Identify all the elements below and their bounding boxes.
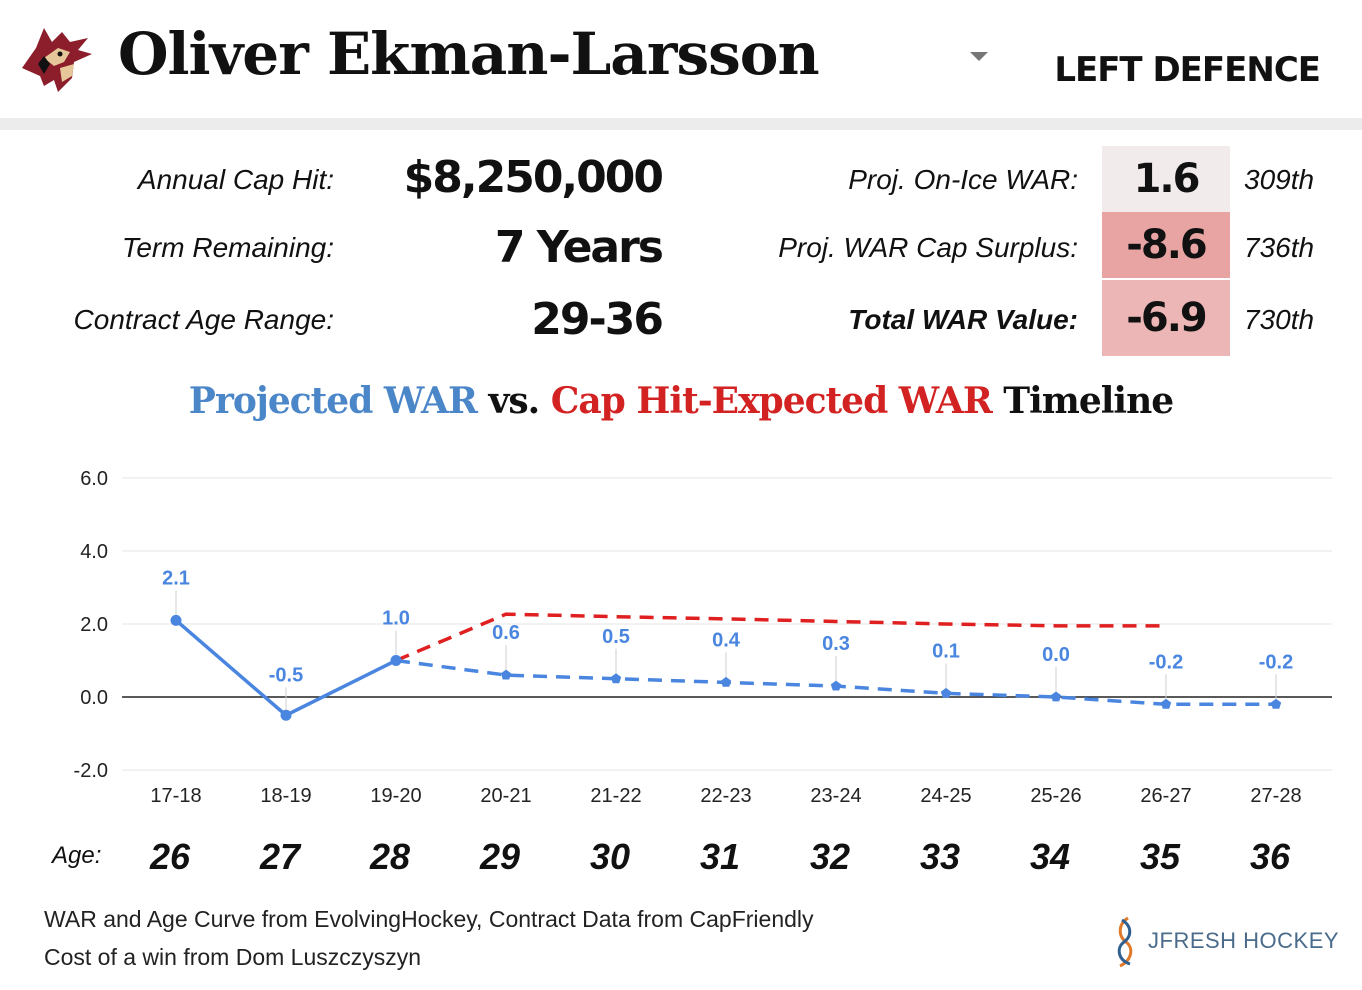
total-war-rank: 730th xyxy=(1244,304,1315,335)
data-point xyxy=(1270,698,1282,709)
age-value: 27 xyxy=(259,836,301,877)
data-point xyxy=(940,687,952,698)
x-tick-label: 27-28 xyxy=(1250,785,1301,807)
x-tick-label: 26-27 xyxy=(1140,785,1191,807)
chart-title-expected: Cap Hit-Expected WAR xyxy=(550,380,993,422)
x-tick-label: 24-25 xyxy=(920,785,971,807)
cap-surplus-label: Proj. WAR Cap Surplus: xyxy=(778,232,1078,263)
cap-hit-value: $8,250,000 xyxy=(403,152,664,203)
data-label: 0.0 xyxy=(1042,644,1070,666)
data-point xyxy=(280,709,292,721)
header-divider xyxy=(0,118,1362,130)
x-tick-label: 18-19 xyxy=(260,785,311,807)
age-value: 36 xyxy=(1249,836,1291,877)
age-value: 33 xyxy=(919,836,961,877)
data-label: 0.4 xyxy=(712,629,741,651)
war-timeline-chart: 6.0 4.0 2.0 0.0 -2.0 17-18 18-19 19-20 20-21 21-2… xyxy=(74,468,1332,807)
proj-war-label: Proj. On-Ice WAR: xyxy=(848,164,1078,195)
cap-hit-label: Annual Cap Hit: xyxy=(137,164,334,195)
data-label: 1.0 xyxy=(382,608,410,630)
data-label: 0.3 xyxy=(822,633,850,655)
x-tick-label: 23-24 xyxy=(810,785,861,807)
x-tick-label: 21-22 xyxy=(590,785,641,807)
position-label: LEFT DEFENCE xyxy=(1054,50,1321,90)
total-war-label: Total WAR Value: xyxy=(848,304,1078,335)
y-tick-label: 0.0 xyxy=(80,687,108,709)
age-value: 30 xyxy=(589,836,631,877)
data-point xyxy=(720,676,732,687)
age-value: 29 xyxy=(479,836,521,877)
term-value: 7 Years xyxy=(494,222,664,273)
term-label: Term Remaining: xyxy=(121,232,334,263)
y-tick-label: 4.0 xyxy=(80,541,108,563)
cap-surplus-value: -8.6 xyxy=(1102,212,1230,278)
caret-down-icon[interactable] xyxy=(970,52,988,61)
coyote-head-icon xyxy=(22,28,92,92)
data-point xyxy=(1160,698,1172,709)
header xyxy=(0,0,1362,118)
age-value: 34 xyxy=(1029,836,1071,877)
data-label: -0.2 xyxy=(1259,651,1293,673)
age-value: 32 xyxy=(809,836,851,877)
proj-war-value: 1.6 xyxy=(1102,146,1230,212)
y-tick-label: -2.0 xyxy=(74,760,108,782)
chart-title-projected: Projected WAR xyxy=(188,380,478,422)
age-value: 35 xyxy=(1139,836,1181,877)
expected-war-line xyxy=(395,612,1166,663)
chart-title-vs: vs. xyxy=(476,380,551,422)
x-tick-label: 22-23 xyxy=(700,785,751,807)
age-value: 26 xyxy=(149,836,191,877)
proj-war-rank: 309th xyxy=(1244,164,1315,195)
data-label: -0.5 xyxy=(269,664,303,686)
chart-title-timeline: Timeline xyxy=(991,380,1174,422)
age-range-value: 29-36 xyxy=(531,294,664,345)
data-point xyxy=(390,655,402,666)
cap-surplus-rank: 736th xyxy=(1244,232,1315,263)
credit-line-1: WAR and Age Curve from EvolvingHockey, C… xyxy=(44,906,814,932)
x-tick-label: 17-18 xyxy=(150,785,201,807)
age-label: Age: xyxy=(52,842,102,869)
y-tick-label: 2.0 xyxy=(80,614,108,636)
data-point xyxy=(830,680,842,691)
data-label: 0.1 xyxy=(932,640,960,662)
player-name: Oliver Ekman-Larsson xyxy=(118,20,820,88)
data-point xyxy=(610,673,622,684)
age-value: 28 xyxy=(369,836,411,877)
jfresh-logo-icon xyxy=(1117,916,1133,968)
data-label: 0.5 xyxy=(602,626,630,648)
data-label: 0.6 xyxy=(492,622,520,644)
data-label: 2.1 xyxy=(162,567,190,589)
brand-name: JFRESH HOCKEY xyxy=(1148,928,1340,953)
y-tick-label: 6.0 xyxy=(80,468,108,490)
credit-line-2: Cost of a win from Dom Luszczyszyn xyxy=(44,944,422,970)
chart-title: Projected WAR vs. Cap Hit-Expected WAR T… xyxy=(0,380,1362,422)
data-point xyxy=(170,614,182,626)
data-label: -0.2 xyxy=(1149,651,1183,673)
x-tick-label: 25-26 xyxy=(1030,785,1081,807)
x-tick-label: 19-20 xyxy=(370,785,421,807)
data-point xyxy=(1050,691,1062,702)
age-value: 31 xyxy=(699,836,741,877)
total-war-value: -6.9 xyxy=(1102,280,1230,356)
x-tick-label: 20-21 xyxy=(480,785,531,807)
data-point xyxy=(500,669,512,680)
age-range-label: Contract Age Range: xyxy=(73,304,334,335)
